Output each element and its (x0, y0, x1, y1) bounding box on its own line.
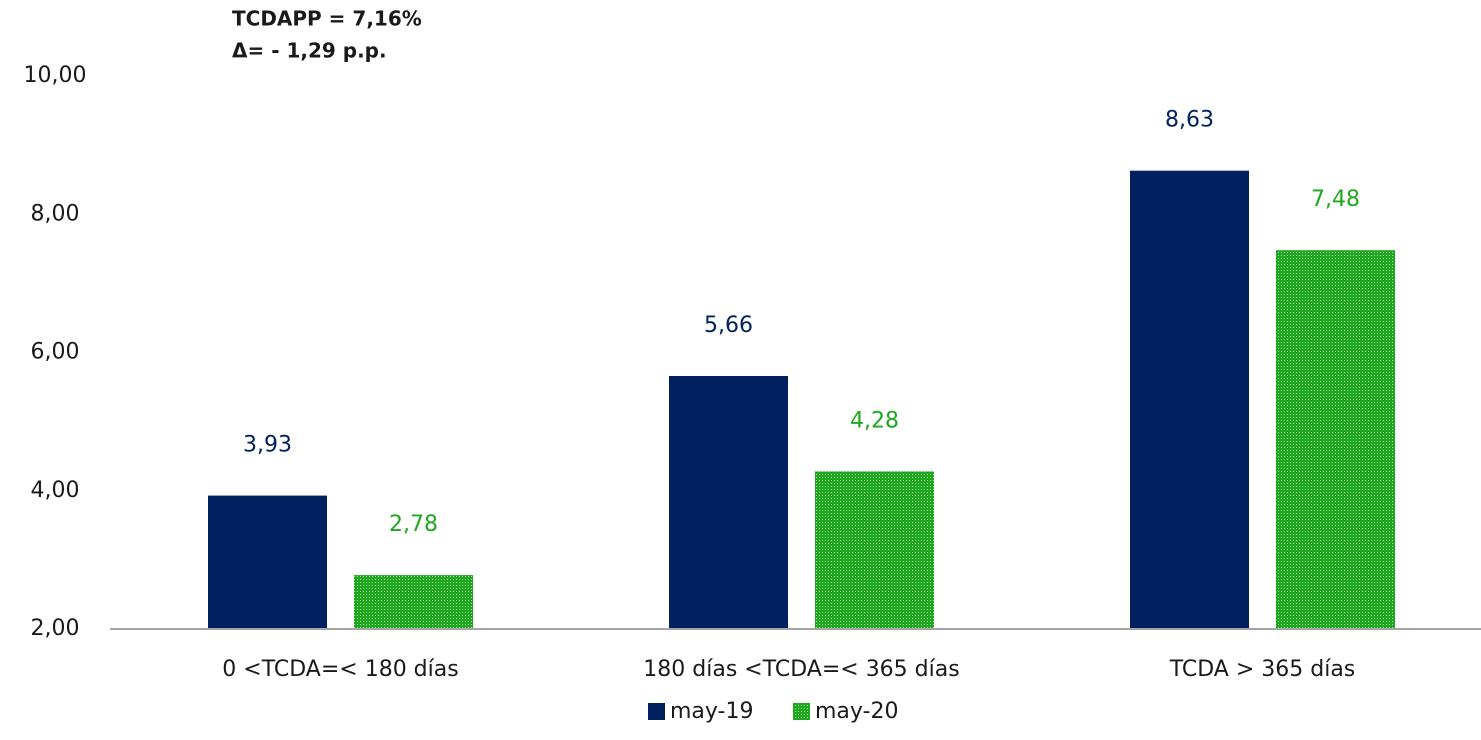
annotation: Δ= - 1,29 p.p. (232, 39, 387, 63)
bar (1276, 250, 1395, 629)
y-tick-label: 8,00 (31, 201, 80, 226)
x-tick-label: TCDA > 365 días (1169, 657, 1356, 682)
legend-swatch (648, 703, 665, 720)
data-label: 4,28 (850, 408, 899, 433)
data-label: 8,63 (1165, 108, 1214, 133)
y-tick-label: 6,00 (31, 340, 80, 365)
bar (815, 471, 934, 629)
data-label: 7,48 (1311, 187, 1360, 212)
annotation: TCDAPP = 7,16% (232, 7, 422, 31)
data-label: 5,66 (704, 313, 753, 338)
legend-label: may-19 (670, 699, 753, 724)
bar (669, 376, 788, 629)
y-tick-label: 10,00 (24, 63, 87, 88)
bar (354, 575, 473, 629)
y-tick-label: 2,00 (31, 616, 80, 641)
x-tick-label: 180 días <TCDA=< 365 días (643, 657, 959, 682)
x-tick-label: 0 <TCDA=< 180 días (222, 657, 458, 682)
legend-swatch (793, 703, 810, 720)
y-tick-label: 4,00 (31, 478, 80, 503)
legend-label: may-20 (815, 699, 898, 724)
data-label: 3,93 (243, 433, 292, 458)
data-label: 2,78 (389, 512, 438, 537)
bar (208, 495, 327, 629)
bar (1130, 170, 1249, 630)
